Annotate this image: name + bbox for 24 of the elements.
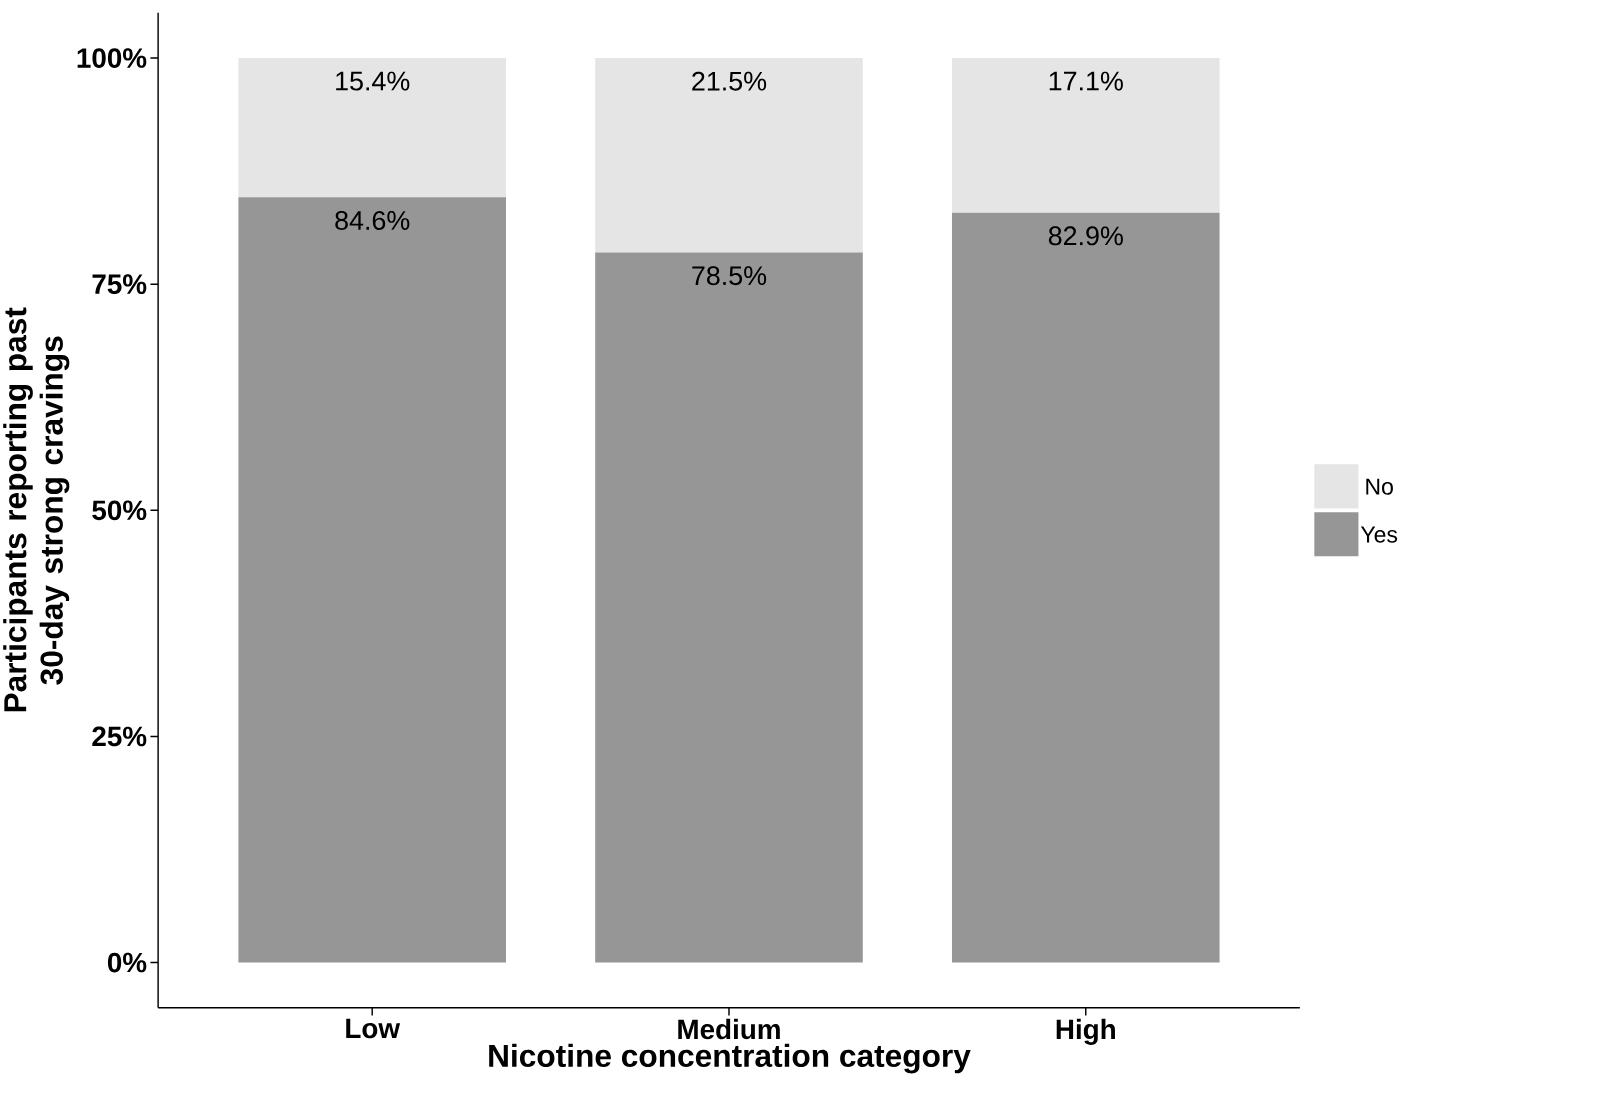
legend-label: No — [1366, 478, 1393, 495]
bar — [238, 58, 506, 198]
bar — [595, 252, 863, 963]
bar — [595, 58, 863, 253]
y-tick-label: 100% — [77, 48, 147, 69]
x-tick-label: Medium — [678, 1018, 780, 1040]
data-label: 78.5% — [692, 266, 767, 286]
y-tick-label: 0% — [107, 952, 147, 973]
legend-label: Yes — [1360, 526, 1398, 543]
data-label: 82.9% — [1048, 226, 1123, 246]
x-tick-label: Low — [346, 1018, 401, 1039]
x-tick-label: High — [1056, 1018, 1115, 1045]
bar — [238, 197, 506, 963]
bar — [951, 212, 1220, 963]
y-axis-title: Participants reporting past 30-day strong cravings — [3, 307, 70, 712]
data-label: 84.6% — [335, 211, 410, 231]
data-label: 21.5% — [692, 71, 767, 91]
data-label: 17.1% — [1049, 71, 1123, 91]
y-tick-label: 25% — [92, 726, 147, 747]
y-tick-label: 50% — [92, 500, 147, 521]
x-axis-title: Nicotine concentration category — [489, 1043, 971, 1074]
bar — [951, 58, 1220, 213]
y-tick-label: 75% — [92, 274, 147, 295]
data-label: 15.4% — [336, 71, 410, 91]
